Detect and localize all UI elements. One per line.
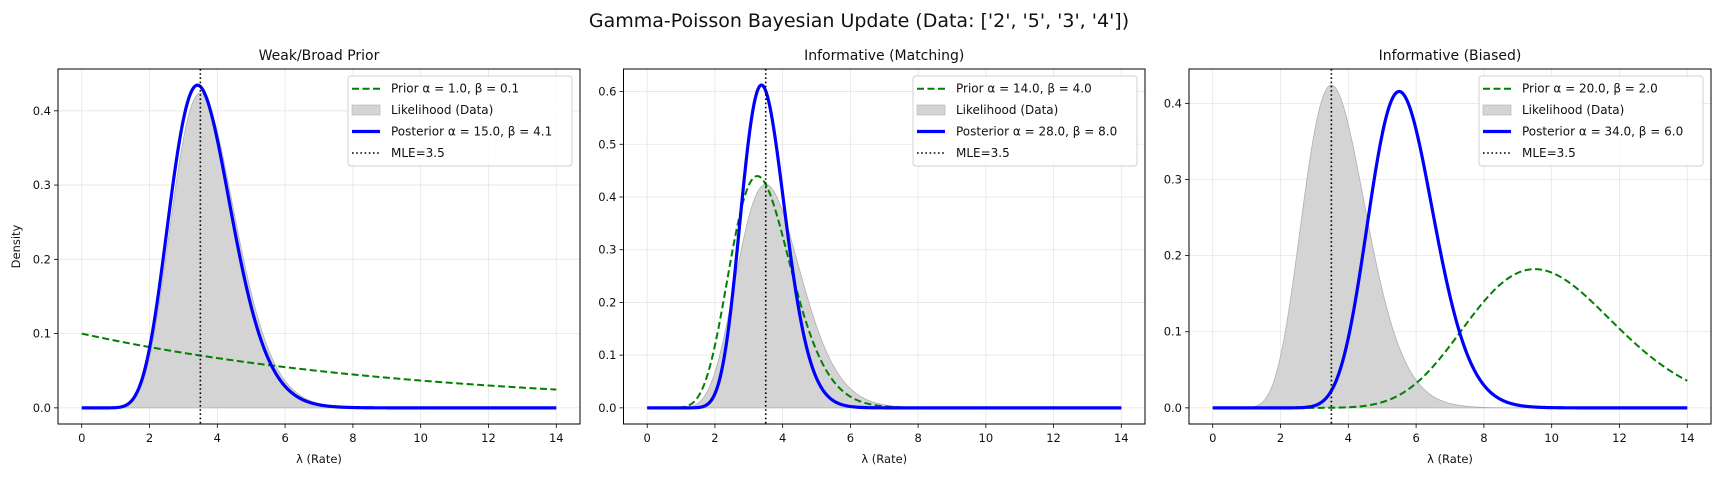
plot-area (1212, 69, 1688, 424)
y-tick-label: 0.4 (1164, 96, 1182, 110)
legend-box (1478, 75, 1704, 167)
x-tick-label: 4 (779, 431, 786, 445)
legend-likelihood-label: Likelihood (Data) (391, 103, 493, 117)
x-tick-label: 10 (979, 431, 994, 445)
axes-frame (1188, 68, 1712, 425)
subplot-1: 0 2 4 6 8 10 12 14 0.0 0.1 0.2 0.3 0.4 Weak/Broad Pri… (9, 48, 581, 466)
y-tick-label: 0.0 (598, 401, 616, 415)
x-tick-label: 0 (78, 431, 85, 445)
x-tick-label: 0 (644, 431, 651, 445)
x-axis-label: λ (Rate) (1427, 452, 1473, 466)
x-tick-label: 12 (1612, 431, 1627, 445)
x-tick-label: 14 (1114, 431, 1129, 445)
y-tick-label: 0.3 (1164, 172, 1182, 186)
x-tick-label: 2 (1277, 431, 1284, 445)
axes-frame (57, 68, 581, 425)
posterior-line (646, 83, 1122, 410)
x-tick-label: 10 (1544, 431, 1559, 445)
x-tick-label: 6 (847, 431, 854, 445)
legend-mle-label: MLE=3.5 (1522, 146, 1576, 160)
x-tick-label: 14 (1680, 431, 1695, 445)
x-tick-label: 2 (711, 431, 718, 445)
y-tick-label: 0.4 (33, 104, 51, 118)
legend-likelihood-label: Likelihood (Data) (956, 103, 1058, 117)
x-tick-label: 8 (914, 431, 921, 445)
x-tick-label: 6 (1412, 431, 1419, 445)
x-tick-label: 4 (214, 431, 221, 445)
legend-box (347, 75, 573, 167)
posterior-line (81, 83, 557, 410)
x-tick-label: 12 (481, 431, 496, 445)
legend-posterior-label: Posterior α = 28.0, β = 8.0 (956, 125, 1117, 139)
y-tick-label: 0.0 (1164, 401, 1182, 415)
y-tick-label: 0.4 (598, 190, 616, 204)
subplot-3: 0 2 4 6 8 10 12 14 0.0 0.1 0.2 0.3 0.4 Informative (B… (1164, 48, 1712, 466)
y-tick-label: 0.3 (33, 178, 51, 192)
x-tick-label: 6 (281, 431, 288, 445)
posterior-line (1212, 89, 1688, 410)
y-tick-label: 0.2 (598, 295, 616, 309)
legend-prior-label: Prior α = 20.0, β = 2.0 (1522, 82, 1658, 96)
figure-title: Gamma-Poisson Bayesian Update (Data: ['2… (589, 10, 1129, 32)
x-tick-label: 4 (1345, 431, 1352, 445)
legend-likelihood-handle (916, 104, 946, 116)
prior-line (81, 332, 557, 391)
x-tick-label: 8 (1480, 431, 1487, 445)
legend-box (912, 75, 1138, 167)
legend-posterior-label: Posterior α = 34.0, β = 6.0 (1522, 125, 1683, 139)
x-tick-label: 2 (146, 431, 153, 445)
legend-likelihood-handle (1482, 104, 1512, 116)
legend-prior-label: Prior α = 14.0, β = 4.0 (956, 82, 1092, 96)
legend-posterior-label: Posterior α = 15.0, β = 4.1 (391, 125, 552, 139)
y-tick-label: 0.1 (1164, 325, 1182, 339)
legend: Prior α = 1.0, β = 0.1 Likelihood (Data) P… (347, 75, 573, 167)
legend-likelihood-handle (351, 104, 381, 116)
x-tick-label: 0 (1209, 431, 1216, 445)
plot-area (80, 69, 558, 424)
x-tick-label: 8 (349, 431, 356, 445)
y-tick-label: 0.1 (598, 348, 616, 362)
subplot-title: Informative (Biased) (1379, 48, 1522, 64)
legend-mle-label: MLE=3.5 (956, 146, 1010, 160)
y-tick-label: 0.5 (598, 137, 616, 151)
y-tick-label: 0.2 (1164, 249, 1182, 263)
x-tick-label: 12 (1046, 431, 1061, 445)
legend-prior-label: Prior α = 1.0, β = 0.1 (391, 82, 519, 96)
y-tick-label: 0.1 (33, 327, 51, 341)
legend-likelihood-label: Likelihood (Data) (1522, 103, 1624, 117)
likelihood-area (646, 183, 1122, 409)
x-tick-label: 14 (549, 431, 564, 445)
y-tick-label: 0.3 (598, 243, 616, 257)
x-tick-label: 10 (413, 431, 428, 445)
x-axis-label: λ (Rate) (861, 452, 907, 466)
y-axis-label: Density (9, 224, 23, 268)
y-tick-label: 0.6 (598, 85, 616, 99)
plot-area (646, 69, 1122, 424)
prior-line (647, 175, 1122, 409)
subplot-title: Weak/Broad Prior (259, 48, 380, 64)
legend: Prior α = 14.0, β = 4.0 Likelihood (Data)… (912, 75, 1138, 167)
subplot-2: 0 2 4 6 8 10 12 14 0.0 0.1 0.2 0.3 0.4 0.5 0.6 Informat… (598, 48, 1146, 466)
x-axis-label: λ (Rate) (296, 452, 342, 466)
legend-mle-label: MLE=3.5 (391, 146, 445, 160)
y-tick-label: 0.2 (33, 252, 51, 266)
subplot-title: Informative (Matching) (804, 48, 964, 64)
legend: Prior α = 20.0, β = 2.0 Likelihood (Data)… (1478, 75, 1704, 167)
axes-frame (623, 68, 1146, 425)
y-tick-label: 0.0 (33, 401, 51, 415)
